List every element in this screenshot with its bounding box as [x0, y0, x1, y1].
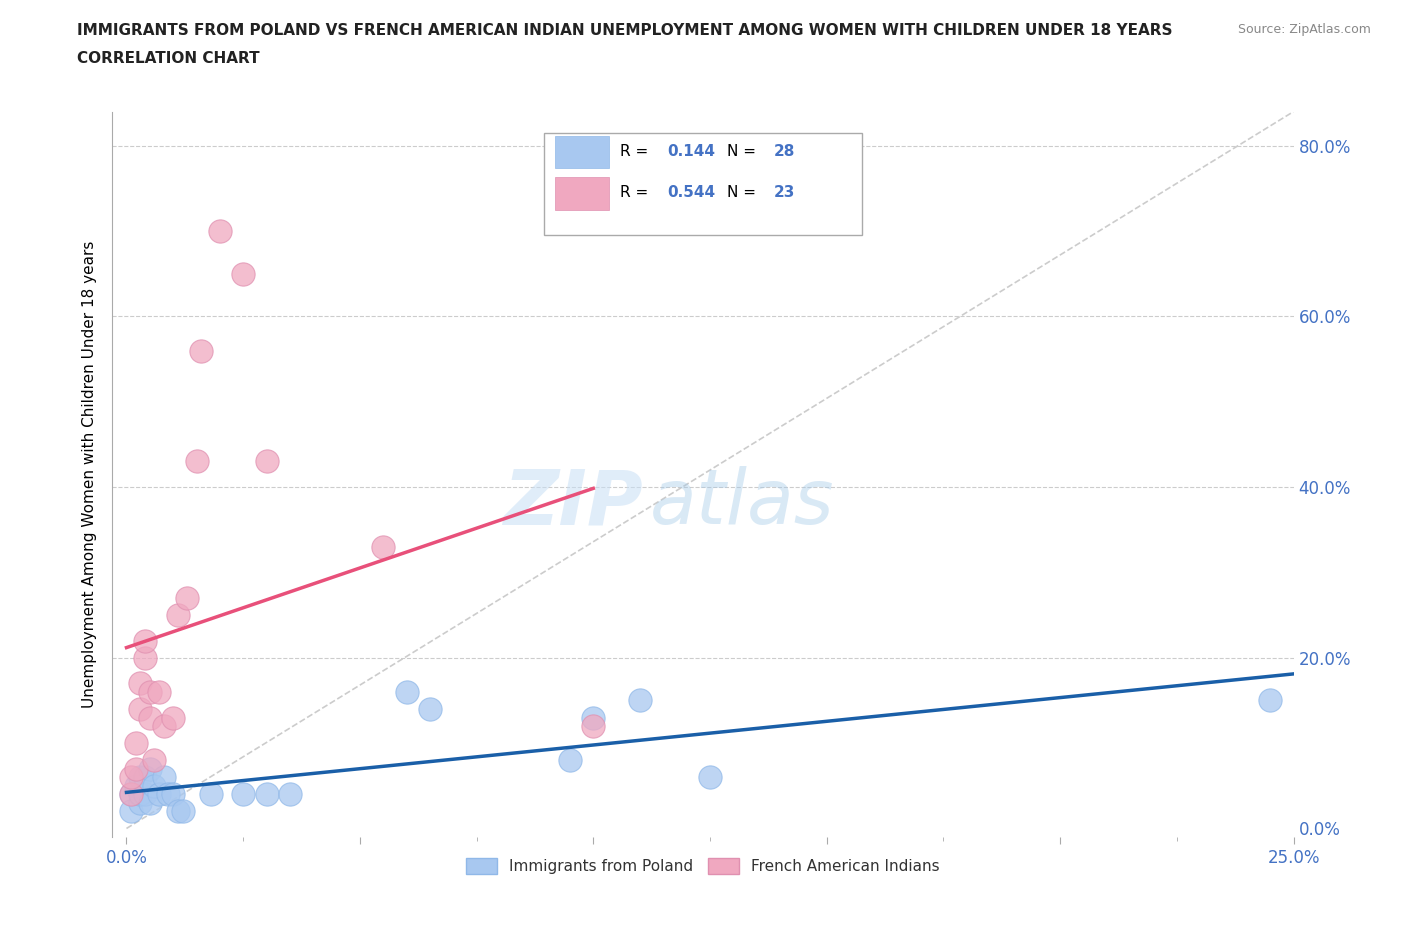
Point: [134, 770, 156, 785]
Point: [278, 787, 301, 802]
Point: [200, 787, 222, 802]
Point: [582, 719, 605, 734]
Point: [139, 684, 162, 699]
Text: R =: R =: [620, 144, 654, 159]
Text: CORRELATION CHART: CORRELATION CHART: [77, 51, 260, 66]
Text: 28: 28: [773, 144, 796, 159]
Point: [558, 752, 581, 767]
Point: [125, 762, 148, 777]
Point: [134, 633, 156, 648]
Text: Source: ZipAtlas.com: Source: ZipAtlas.com: [1237, 23, 1371, 36]
Point: [232, 787, 254, 802]
Point: [582, 711, 605, 725]
Point: [256, 454, 278, 469]
Bar: [555, 136, 609, 168]
Text: ZIP: ZIP: [505, 466, 644, 540]
Point: [373, 539, 395, 554]
Point: [256, 787, 278, 802]
Point: [125, 778, 148, 793]
Point: [134, 650, 156, 665]
Bar: [555, 177, 609, 209]
Point: [143, 778, 166, 793]
Point: [120, 770, 142, 785]
Point: [120, 804, 142, 818]
Point: [419, 701, 441, 716]
Point: [232, 266, 254, 281]
Text: N =: N =: [727, 144, 761, 159]
Text: 0.544: 0.544: [668, 185, 716, 200]
Text: N =: N =: [727, 185, 761, 200]
Point: [162, 711, 184, 725]
Point: [1258, 693, 1281, 708]
Point: [208, 223, 231, 238]
FancyBboxPatch shape: [544, 133, 862, 235]
Point: [125, 736, 148, 751]
Point: [134, 787, 156, 802]
Y-axis label: Unemployment Among Women with Children Under 18 years: Unemployment Among Women with Children U…: [82, 241, 97, 708]
Text: 0.144: 0.144: [668, 144, 716, 159]
Point: [628, 693, 651, 708]
Legend: Immigrants from Poland, French American Indians: Immigrants from Poland, French American …: [460, 852, 946, 880]
Point: [153, 770, 176, 785]
Point: [153, 719, 176, 734]
Point: [176, 591, 198, 605]
Text: atlas: atlas: [650, 466, 834, 540]
Point: [190, 343, 212, 358]
Point: [186, 454, 208, 469]
Point: [699, 770, 721, 785]
Point: [129, 770, 152, 785]
Text: 23: 23: [773, 185, 796, 200]
Point: [129, 701, 152, 716]
Text: R =: R =: [620, 185, 654, 200]
Point: [139, 711, 162, 725]
Point: [166, 607, 188, 622]
Point: [148, 684, 170, 699]
Point: [162, 787, 184, 802]
Point: [129, 787, 152, 802]
Point: [129, 795, 152, 810]
Point: [148, 787, 170, 802]
Point: [157, 787, 180, 802]
Point: [172, 804, 194, 818]
Text: IMMIGRANTS FROM POLAND VS FRENCH AMERICAN INDIAN UNEMPLOYMENT AMONG WOMEN WITH C: IMMIGRANTS FROM POLAND VS FRENCH AMERICA…: [77, 23, 1173, 38]
Point: [166, 804, 188, 818]
Point: [129, 676, 152, 691]
Point: [395, 684, 418, 699]
Point: [143, 752, 166, 767]
Point: [120, 787, 142, 802]
Point: [120, 787, 142, 802]
Point: [139, 795, 162, 810]
Point: [139, 762, 162, 777]
